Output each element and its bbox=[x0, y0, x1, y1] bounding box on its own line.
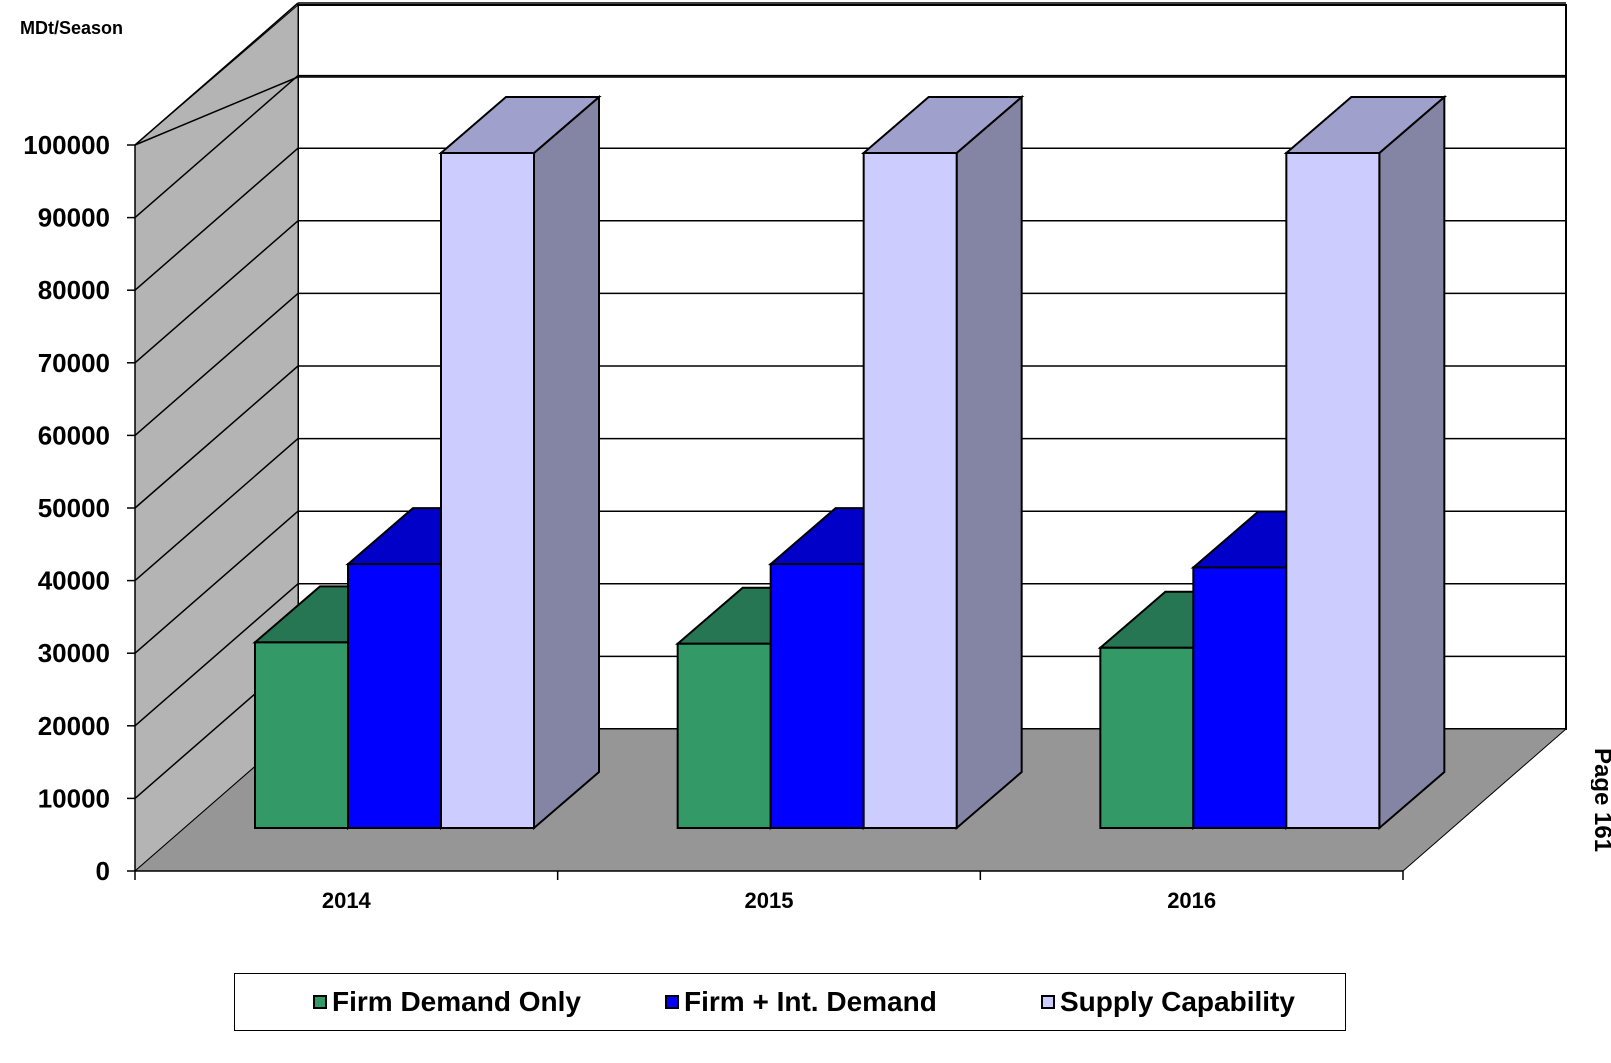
bar-front bbox=[254, 641, 349, 829]
page-number-label: Page 161 bbox=[1591, 738, 1611, 878]
y-tick-label: 80000 bbox=[38, 275, 110, 305]
y-tick-label: 50000 bbox=[38, 493, 110, 523]
gridline-side bbox=[134, 292, 299, 436]
legend-item-supply: Supply Capability bbox=[1041, 986, 1295, 1017]
legend-swatch-supply bbox=[1041, 995, 1055, 1009]
y-tick-label: 30000 bbox=[38, 638, 110, 668]
bar-front bbox=[1099, 646, 1195, 830]
y-tick-label: 60000 bbox=[38, 420, 110, 450]
bar-side bbox=[533, 94, 600, 831]
legend: Firm Demand Only Firm + Int. Demand Supp… bbox=[234, 973, 1346, 1031]
gridline-side bbox=[134, 220, 299, 364]
bar-front bbox=[1285, 152, 1381, 829]
bar-front bbox=[769, 563, 865, 829]
legend-item-firm-demand: Firm Demand Only bbox=[313, 986, 581, 1017]
gridline-side bbox=[134, 147, 299, 291]
bars bbox=[252, 94, 1448, 831]
legend-label-firm-int-demand: Firm + Int. Demand bbox=[684, 986, 937, 1017]
y-tick-label: 10000 bbox=[38, 783, 110, 813]
y-tick-label: 100000 bbox=[23, 130, 110, 160]
bar-side bbox=[1378, 94, 1446, 831]
y-tick-label: 20000 bbox=[38, 711, 110, 741]
y-tick-label: 90000 bbox=[38, 203, 110, 233]
gridline-side bbox=[134, 75, 299, 219]
page-number-text: Page 161 bbox=[1591, 748, 1611, 852]
bar-front bbox=[676, 642, 772, 829]
axes bbox=[127, 144, 1404, 880]
y-axis-title: MDt/Season bbox=[20, 18, 123, 38]
bar-front bbox=[347, 563, 442, 829]
gridline-side bbox=[134, 76, 299, 146]
bar bbox=[860, 94, 1025, 831]
axis-labels: 0 10000 20000 30000 40000 50000 60000 70000 8000… bbox=[20, 18, 1216, 913]
y-tick-label: 70000 bbox=[38, 348, 110, 378]
y-tick-label: 0 bbox=[96, 856, 110, 886]
gridline-side bbox=[134, 365, 299, 509]
bar-front bbox=[1192, 566, 1288, 829]
x-tick-label: 2015 bbox=[745, 888, 794, 913]
legend-item-firm-int-demand: Firm + Int. Demand bbox=[665, 986, 937, 1017]
legend-swatch-firm-demand bbox=[313, 995, 327, 1009]
x-tick-label: 2016 bbox=[1167, 888, 1216, 913]
bar-front bbox=[862, 152, 958, 829]
legend-label-supply: Supply Capability bbox=[1060, 986, 1295, 1017]
bar-side bbox=[955, 94, 1023, 831]
bar bbox=[438, 94, 602, 831]
gridline-side bbox=[134, 2, 299, 146]
gridline-side bbox=[134, 510, 299, 654]
bar-front bbox=[440, 152, 535, 829]
x-tick-label: 2014 bbox=[322, 888, 372, 913]
gridline-side bbox=[134, 583, 299, 727]
y-tick-label: 40000 bbox=[38, 566, 110, 596]
bar bbox=[1283, 94, 1448, 831]
legend-label-firm-demand: Firm Demand Only bbox=[332, 986, 581, 1017]
legend-swatch-firm-int-demand bbox=[665, 995, 679, 1009]
gridline-side bbox=[134, 438, 299, 582]
